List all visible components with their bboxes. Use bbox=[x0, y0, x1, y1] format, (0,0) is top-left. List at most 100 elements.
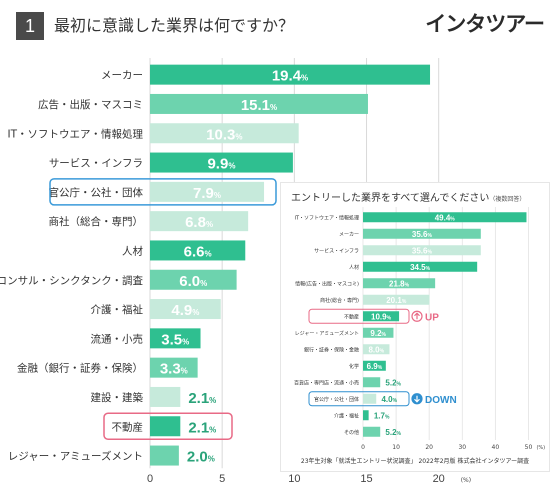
main-category-label: 流通・小売 bbox=[91, 332, 144, 345]
main-value-suffix: % bbox=[208, 455, 215, 464]
main-value-label: 2.0% bbox=[187, 449, 215, 466]
inset-value-label: 49.4% bbox=[435, 213, 456, 222]
inset-value-suffix: % bbox=[427, 249, 432, 255]
main-value-suffix: % bbox=[214, 191, 221, 200]
main-value-label: 10.3% bbox=[206, 126, 242, 143]
inset-annotation-label: UP bbox=[425, 312, 439, 323]
main-category-label: 人材 bbox=[122, 244, 143, 257]
main-category-label: 建設・建築 bbox=[91, 391, 144, 404]
inset-highlight-box bbox=[308, 391, 410, 407]
inset-bar-5 bbox=[363, 294, 430, 305]
inset-x-tick-label: 50 bbox=[525, 444, 533, 451]
main-bar-11 bbox=[150, 386, 181, 407]
main-value-suffix: % bbox=[205, 249, 212, 258]
main-category-label: コンサル・シンクタンク・調査 bbox=[0, 274, 143, 287]
main-value-label: 2.1% bbox=[188, 419, 216, 436]
inset-title-text: エントリーした業界をすべて選んでください bbox=[291, 193, 490, 204]
inset-value-label: 35.6% bbox=[412, 230, 433, 239]
inset-category-label: 介護・福祉 bbox=[334, 412, 359, 419]
inset-bar-11 bbox=[363, 393, 377, 404]
main-bar-12 bbox=[150, 416, 181, 437]
inset-bar-3 bbox=[363, 261, 478, 272]
inset-category-label: サービス・インフラ bbox=[314, 247, 359, 254]
inset-value-suffix: % bbox=[402, 299, 407, 305]
inset-x-unit-label: (%) bbox=[536, 445, 545, 451]
inset-value-suffix: % bbox=[387, 315, 392, 321]
inset-annotation-label: DOWN bbox=[425, 395, 457, 406]
main-category-label: 介護・福祉 bbox=[91, 303, 144, 316]
inset-bar-7 bbox=[363, 327, 394, 338]
main-value-label: 19.4% bbox=[272, 68, 308, 85]
inset-footnote: 23年生対象「就活生エントリー状況調査」 2022年2月版 株式会社インタツアー… bbox=[300, 458, 530, 465]
inset-value-label: 21.8% bbox=[389, 279, 410, 288]
question-number-badge: 1 bbox=[16, 12, 44, 40]
main-category-label: メーカー bbox=[101, 70, 143, 82]
inset-bar-2 bbox=[363, 245, 481, 256]
inset-value-label: 4.0% bbox=[381, 395, 397, 404]
inset-value-suffix: % bbox=[397, 431, 402, 437]
inset-bar-9 bbox=[363, 360, 386, 371]
main-value-label: 2.1% bbox=[188, 390, 216, 407]
main-bar-8 bbox=[150, 299, 221, 320]
inset-value-label: 8.0% bbox=[368, 345, 384, 354]
inset-highlight-box bbox=[308, 308, 410, 324]
inset-chart-title: エントリーした業界をすべて選んでください（複数回答） bbox=[291, 189, 525, 204]
inset-bar-12 bbox=[363, 410, 369, 421]
inset-category-label: 化学 bbox=[349, 363, 359, 370]
main-category-label: 広告・出版・マスコミ bbox=[38, 98, 143, 111]
main-category-label: IT・ソフトウエア・情報処理 bbox=[7, 127, 143, 140]
main-value-suffix: % bbox=[209, 425, 216, 434]
main-bar-9 bbox=[150, 328, 201, 349]
inset-value-label: 35.6% bbox=[412, 246, 433, 255]
inset-category-label: 百貨店・専門店・流通・小売 bbox=[294, 379, 359, 386]
main-highlight-box bbox=[49, 178, 277, 206]
inset-category-label: 商社(総合・専門) bbox=[320, 297, 359, 304]
main-category-label: 官公庁・公社・団体 bbox=[49, 186, 144, 199]
inset-category-label: 人材 bbox=[349, 264, 359, 271]
main-value-suffix: % bbox=[270, 103, 277, 112]
inset-x-tick-label: 0 bbox=[361, 444, 365, 451]
main-x-tick-label: 10 bbox=[288, 473, 300, 485]
main-x-tick-label: 5 bbox=[219, 473, 225, 485]
inset-value-label: 1.7% bbox=[374, 411, 390, 420]
main-bar-4 bbox=[150, 181, 265, 202]
inset-x-tick-label: 10 bbox=[392, 444, 400, 451]
inset-value-label: 34.5% bbox=[410, 263, 431, 272]
main-x-tick-label: 0 bbox=[147, 473, 153, 485]
main-bar-1 bbox=[150, 93, 368, 114]
main-bar-0 bbox=[150, 64, 431, 85]
main-bar-10 bbox=[150, 357, 198, 378]
inset-value-suffix: % bbox=[426, 266, 431, 272]
inset-value-suffix: % bbox=[393, 398, 398, 404]
annotation-arrow-glyph bbox=[414, 395, 420, 403]
annotation-arrow-glyph bbox=[414, 312, 420, 320]
brand-logo: インタツアー bbox=[425, 12, 545, 36]
main-x-unit-label: (%) bbox=[461, 477, 471, 484]
main-value-suffix: % bbox=[200, 279, 207, 288]
main-value-suffix: % bbox=[182, 337, 189, 346]
header: 1 最初に意識した業界は何ですか？ インタツアー bbox=[0, 0, 558, 46]
main-x-tick-label: 15 bbox=[360, 473, 372, 485]
inset-value-label: 9.2% bbox=[370, 329, 386, 338]
main-value-suffix: % bbox=[192, 308, 199, 317]
inset-value-suffix: % bbox=[405, 282, 410, 288]
main-value-suffix: % bbox=[209, 396, 216, 405]
inset-value-suffix: % bbox=[378, 365, 383, 371]
main-value-label: 15.1% bbox=[241, 97, 277, 114]
main-bar-3 bbox=[150, 152, 293, 173]
inset-category-label: その他 bbox=[344, 429, 359, 436]
inset-value-label: 5.2% bbox=[385, 378, 401, 387]
inset-category-label: メーカー bbox=[339, 232, 359, 238]
inset-value-label: 20.1% bbox=[386, 296, 407, 305]
inset-value-suffix: % bbox=[397, 381, 402, 387]
inset-value-suffix: % bbox=[382, 332, 387, 338]
inset-x-tick-label: 30 bbox=[458, 444, 466, 451]
main-category-label: レジャー・アミューズメント bbox=[8, 450, 143, 463]
main-value-suffix: % bbox=[206, 220, 213, 229]
inset-category-label: 情報(広告・出版・マスコミ) bbox=[295, 280, 359, 287]
inset-value-suffix: % bbox=[450, 216, 455, 222]
inset-category-label: 官公庁・公社・団体 bbox=[314, 396, 359, 403]
main-x-tick-label: 20 bbox=[433, 473, 445, 485]
inset-bar-chart: 0 10 20 30 40 50 (%) IT・ソフトウエア・情報処理 49.4% メーカー 35.… bbox=[294, 207, 545, 451]
inset-chart-panel: エントリーした業界をすべて選んでください（複数回答） 0 10 20 30 40 50 (%… bbox=[280, 182, 550, 472]
